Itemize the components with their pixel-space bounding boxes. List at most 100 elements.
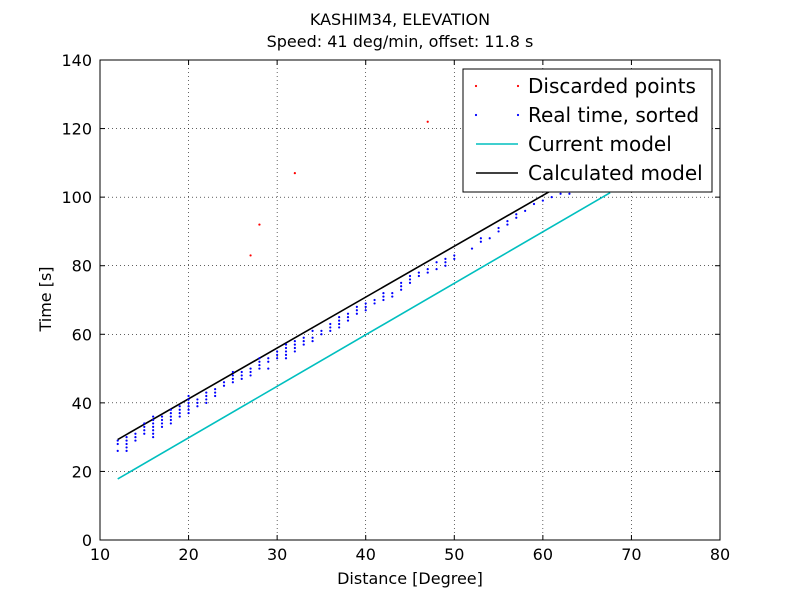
data-point-real-time-sorted bbox=[400, 285, 403, 288]
data-point-real-time-sorted bbox=[541, 199, 544, 202]
legend-marker-discarded-points bbox=[516, 84, 520, 88]
data-point-real-time-sorted bbox=[231, 377, 234, 380]
data-point-real-time-sorted bbox=[338, 319, 341, 322]
legend-label-real-time-sorted: Real time, sorted bbox=[528, 103, 699, 127]
data-point-real-time-sorted bbox=[187, 398, 190, 401]
data-point-real-time-sorted bbox=[293, 340, 296, 343]
data-point-real-time-sorted bbox=[346, 316, 350, 319]
data-point-real-time-sorted bbox=[152, 425, 155, 428]
data-point-real-time-sorted bbox=[160, 425, 164, 428]
data-point-real-time-sorted bbox=[160, 418, 164, 422]
data-point-real-time-sorted bbox=[249, 367, 252, 370]
series-line-calculated-model bbox=[117, 189, 553, 441]
data-point-real-time-sorted bbox=[302, 343, 305, 346]
data-point-real-time-sorted bbox=[125, 439, 128, 442]
data-point-real-time-sorted bbox=[311, 329, 314, 332]
data-point-real-time-sorted bbox=[240, 370, 243, 374]
data-point-real-time-sorted bbox=[417, 271, 420, 274]
data-point-real-time-sorted bbox=[532, 202, 536, 206]
data-point-real-time-sorted bbox=[152, 432, 155, 435]
data-point-real-time-sorted bbox=[231, 370, 234, 374]
x-tick-label: 40 bbox=[356, 545, 376, 564]
data-point-real-time-sorted bbox=[497, 226, 500, 230]
x-tick-label: 70 bbox=[621, 545, 641, 564]
data-point-real-time-sorted bbox=[284, 350, 288, 353]
data-point-real-time-sorted bbox=[435, 261, 438, 264]
data-point-real-time-sorted bbox=[329, 322, 332, 326]
x-axis-label: Distance [Degree] bbox=[337, 569, 483, 588]
data-point-real-time-sorted bbox=[125, 446, 128, 449]
data-point-real-time-sorted bbox=[311, 340, 314, 343]
data-point-real-time-sorted bbox=[276, 350, 279, 353]
x-tick-label: 20 bbox=[178, 545, 198, 564]
data-point-real-time-sorted bbox=[444, 257, 447, 260]
data-point-real-time-sorted bbox=[134, 436, 137, 439]
data-point-real-time-sorted bbox=[373, 302, 376, 305]
data-point-real-time-sorted bbox=[444, 264, 447, 267]
data-point-real-time-sorted bbox=[152, 418, 155, 422]
data-point-real-time-sorted bbox=[258, 357, 261, 360]
data-point-real-time-sorted bbox=[152, 415, 155, 418]
data-point-real-time-sorted bbox=[249, 374, 252, 377]
data-point-real-time-sorted bbox=[169, 422, 172, 425]
data-point-real-time-sorted bbox=[506, 220, 509, 223]
data-point-real-time-sorted bbox=[205, 398, 208, 401]
data-point-real-time-sorted bbox=[346, 312, 350, 315]
data-point-real-time-sorted bbox=[435, 268, 438, 271]
data-point-real-time-sorted bbox=[178, 415, 181, 418]
data-point-real-time-sorted bbox=[143, 429, 146, 432]
data-point-real-time-sorted bbox=[160, 415, 164, 418]
data-point-real-time-sorted bbox=[125, 449, 128, 452]
x-tick-label: 50 bbox=[444, 545, 464, 564]
y-tick-label: 20 bbox=[72, 462, 92, 481]
data-point-real-time-sorted bbox=[116, 449, 119, 452]
data-point-real-time-sorted bbox=[320, 333, 323, 336]
data-point-real-time-sorted bbox=[152, 429, 155, 432]
data-point-real-time-sorted bbox=[116, 439, 119, 442]
data-point-real-time-sorted bbox=[276, 353, 279, 356]
data-point-real-time-sorted bbox=[338, 322, 341, 326]
data-point-real-time-sorted bbox=[382, 292, 385, 295]
data-point-real-time-sorted bbox=[169, 412, 172, 415]
legend-label-calculated-model: Calculated model bbox=[528, 161, 703, 185]
data-point-real-time-sorted bbox=[267, 357, 270, 360]
data-point-real-time-sorted bbox=[400, 281, 403, 284]
data-point-real-time-sorted bbox=[515, 213, 518, 216]
data-point-real-time-sorted bbox=[284, 346, 288, 350]
data-point-real-time-sorted bbox=[231, 381, 234, 384]
data-point-real-time-sorted bbox=[258, 360, 261, 363]
x-tick-label: 10 bbox=[90, 545, 110, 564]
data-point-real-time-sorted bbox=[152, 422, 155, 425]
data-point-real-time-sorted bbox=[267, 360, 270, 363]
data-point-real-time-sorted bbox=[293, 343, 296, 346]
data-point-real-time-sorted bbox=[169, 418, 172, 422]
data-point-real-time-sorted bbox=[196, 401, 199, 404]
data-point-real-time-sorted bbox=[187, 408, 190, 411]
data-point-real-time-sorted bbox=[134, 439, 137, 442]
data-point-real-time-sorted bbox=[187, 412, 190, 415]
data-point-real-time-sorted bbox=[293, 346, 296, 350]
plot-area: 10 20 30 40 50 60 70 80 0 20 40 60 80 100 120 140 Discar… bbox=[61, 51, 730, 564]
x-tick-label: 60 bbox=[533, 545, 553, 564]
data-point-real-time-sorted bbox=[382, 295, 385, 298]
data-point-real-time-sorted bbox=[240, 374, 243, 377]
data-point-real-time-sorted bbox=[559, 192, 562, 195]
data-point-real-time-sorted bbox=[355, 305, 358, 308]
data-point-real-time-sorted bbox=[143, 425, 146, 428]
data-point-real-time-sorted bbox=[178, 408, 181, 411]
data-point-real-time-sorted bbox=[205, 401, 208, 404]
data-point-real-time-sorted bbox=[214, 394, 217, 398]
y-axis-label: Time [s] bbox=[36, 266, 55, 332]
data-point-real-time-sorted bbox=[152, 436, 155, 439]
data-point-real-time-sorted bbox=[284, 353, 288, 356]
data-point-real-time-sorted bbox=[329, 329, 332, 332]
data-point-real-time-sorted bbox=[515, 216, 518, 219]
data-point-real-time-sorted bbox=[453, 257, 456, 260]
data-point-real-time-sorted bbox=[187, 394, 190, 398]
data-point-real-time-sorted bbox=[355, 309, 358, 312]
y-tick-label: 120 bbox=[61, 120, 92, 139]
data-point-real-time-sorted bbox=[364, 309, 367, 312]
y-tick-label: 40 bbox=[72, 394, 92, 413]
data-point-real-time-sorted bbox=[426, 268, 429, 271]
